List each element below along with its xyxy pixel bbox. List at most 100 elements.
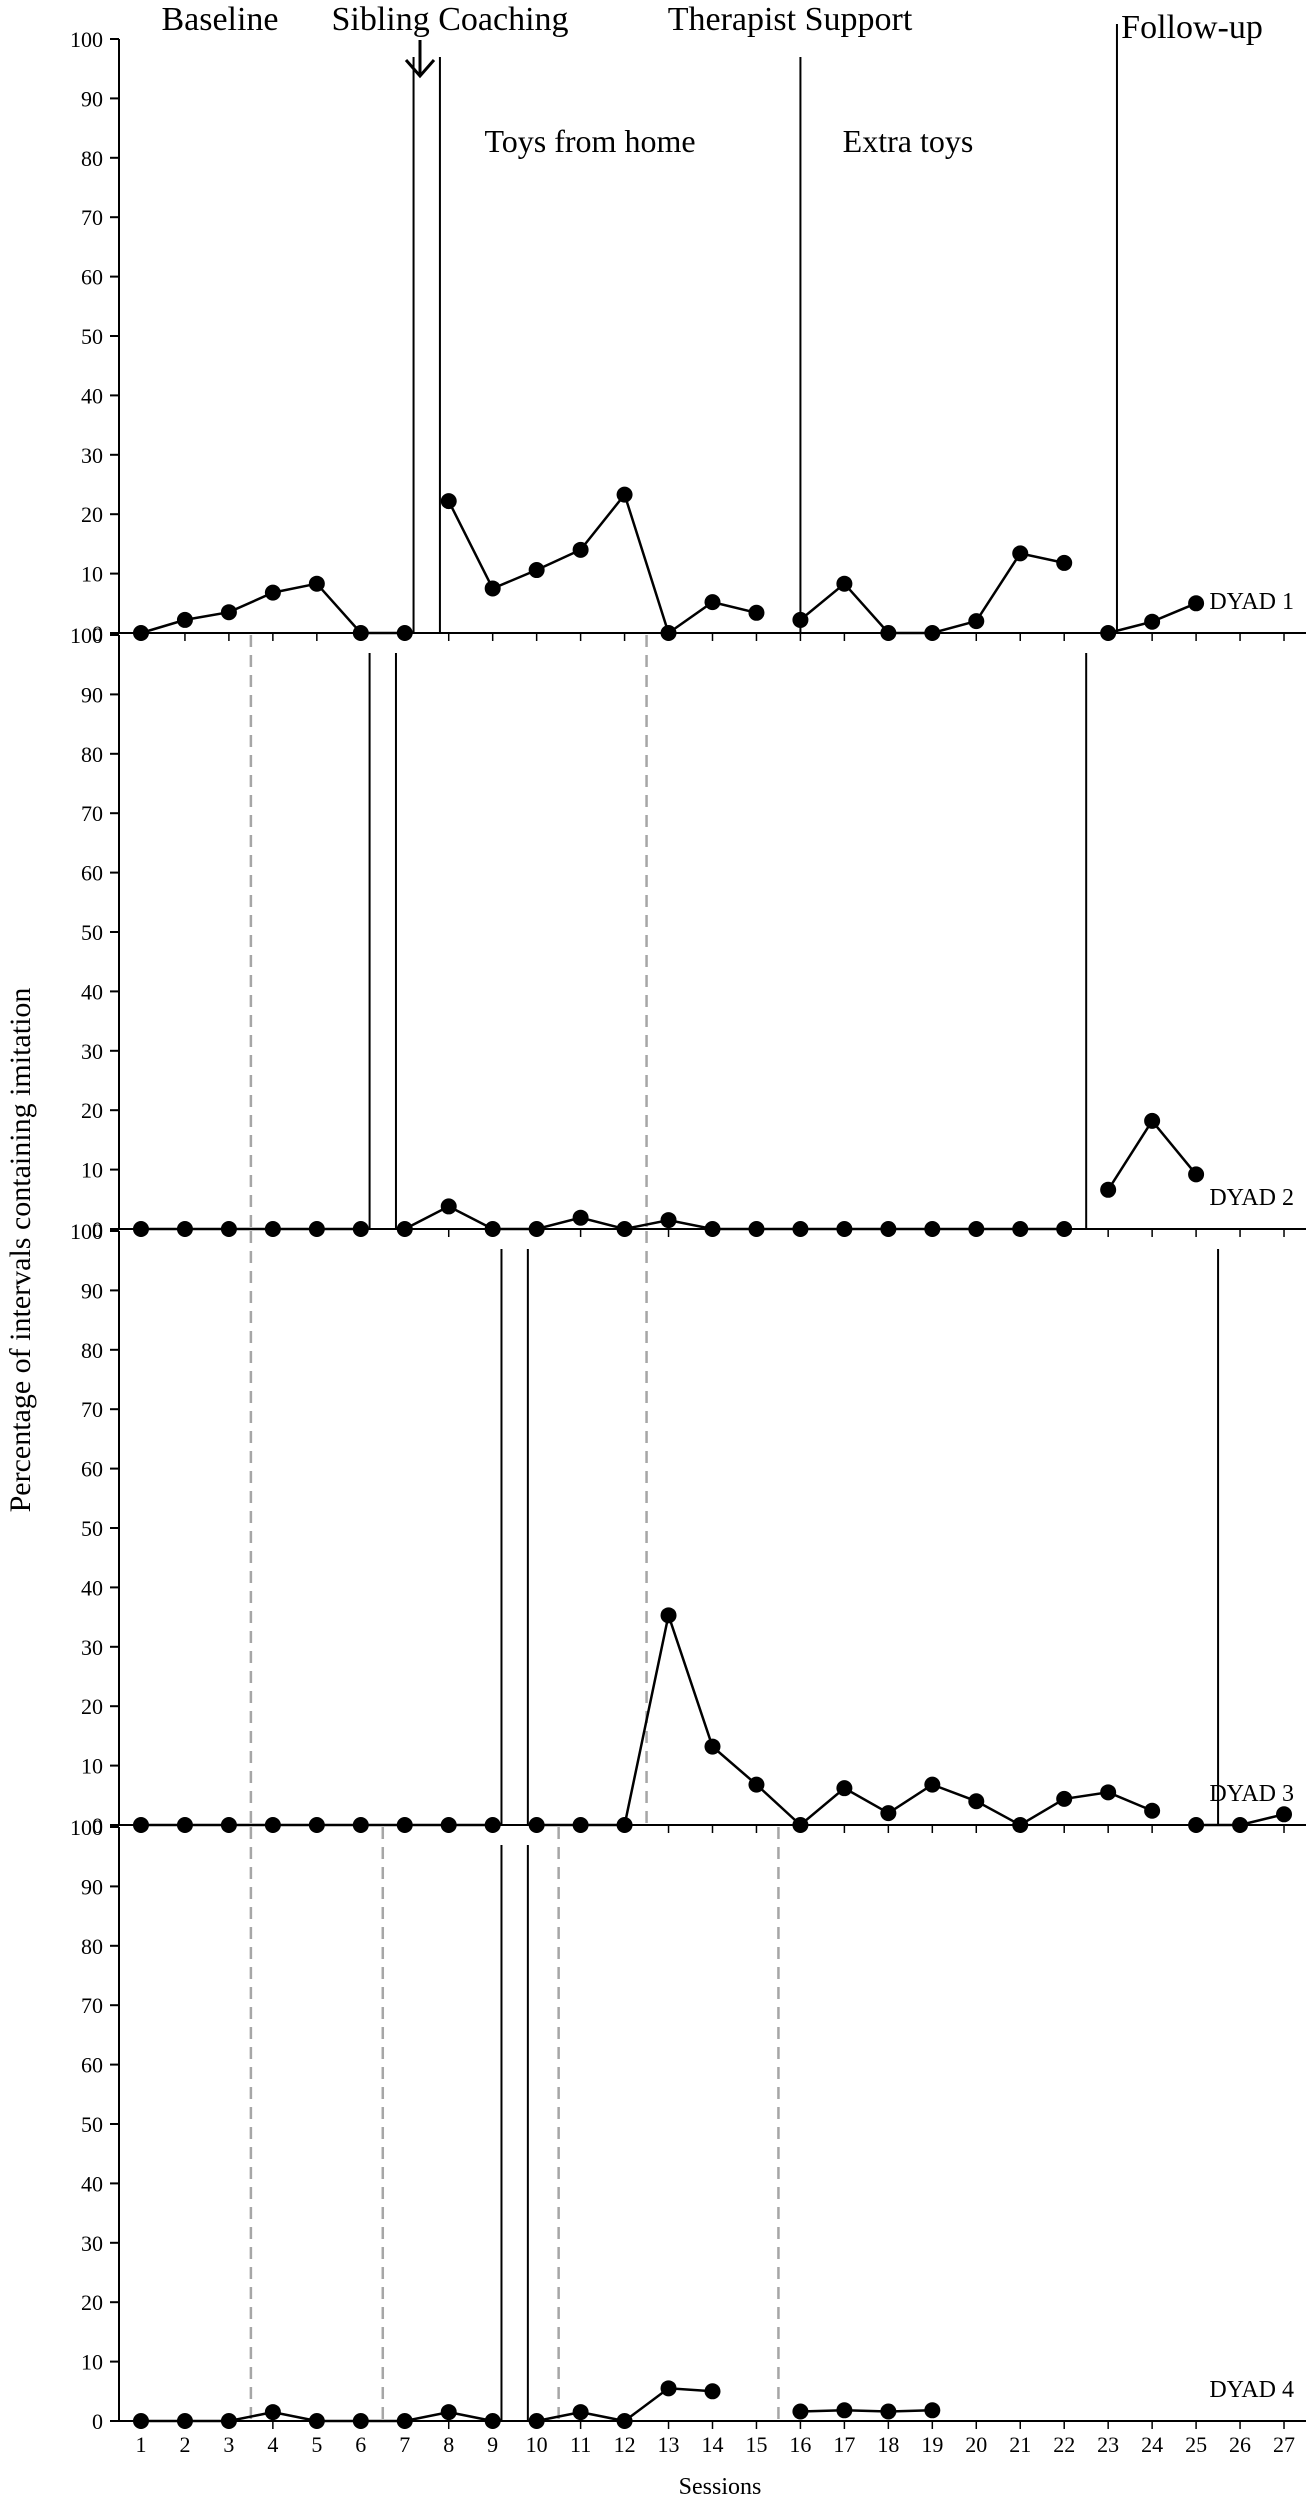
data-point (396, 625, 413, 641)
x-axis-label: Sessions (679, 2474, 762, 2500)
y-tick-label: 10 (81, 1158, 103, 1183)
phase-label-baseline: Baseline (161, 1, 278, 38)
y-tick-label: 10 (81, 562, 103, 587)
y-tick-label: 20 (81, 1098, 103, 1123)
panel-2: 0 10 20 30 40 50 60 70 80 90 100 DYAD 2 (70, 623, 1306, 1242)
data-point (484, 1817, 501, 1833)
y-tick-label: 60 (81, 265, 103, 290)
y-tick-label: 20 (81, 502, 103, 527)
y-tick-label: 0 (92, 1217, 103, 1242)
data-point (1232, 1817, 1249, 1833)
data-point (176, 611, 193, 628)
phase-label-sibling-coaching: Sibling Coaching (331, 1, 568, 38)
data-point (968, 1221, 985, 1237)
data-point (616, 2413, 633, 2429)
dyad-label: DYAD 1 (1209, 589, 1294, 615)
data-point (748, 1221, 765, 1237)
data-point (660, 1607, 677, 1624)
y-tick-label: 30 (81, 2231, 103, 2256)
x-tick-label: 1 (135, 2432, 146, 2457)
x-tick-label: 14 (702, 2432, 724, 2457)
y-tick-label: 100 (70, 1219, 103, 1244)
data-point (1276, 1806, 1293, 1823)
data-point (1056, 1790, 1073, 1807)
data-point (528, 2413, 545, 2429)
phase-label-therapist-support: Therapist Support (668, 1, 913, 38)
data-point (1012, 545, 1029, 562)
y-axis-label: Percentage of intervals containing imita… (4, 988, 37, 1513)
data-point (1188, 1166, 1205, 1183)
y-tick-label: 20 (81, 2290, 103, 2315)
data-point (132, 2413, 149, 2429)
y-tick-label: 70 (81, 1993, 103, 2018)
sub-phase-label-extra-toys: Extra toys (843, 123, 974, 159)
data-point (660, 1212, 677, 1229)
data-point (704, 1221, 721, 1237)
y-tick-label: 40 (81, 2171, 103, 2196)
data-point (836, 2402, 853, 2419)
data-point (308, 575, 325, 592)
y-tick-label: 90 (81, 1278, 103, 1303)
data-point (396, 1817, 413, 1833)
data-point (528, 1221, 545, 1237)
series-line (447, 491, 757, 636)
data-point (924, 1776, 941, 1793)
y-tick-label: 100 (70, 27, 103, 52)
data-point (792, 1817, 809, 1833)
x-tick-label: 13 (658, 2432, 680, 2457)
data-point (968, 1793, 985, 1810)
y-tick-label: 40 (81, 1575, 103, 1600)
data-point (792, 1221, 809, 1237)
dyad-label: DYAD 3 (1209, 1781, 1294, 1807)
data-point (924, 1221, 941, 1237)
dyad-label: DYAD 4 (1209, 2377, 1294, 2403)
data-point (176, 1221, 193, 1237)
x-tick-label: 17 (833, 2432, 855, 2457)
x-tick-label: 3 (223, 2432, 234, 2457)
x-tick-label: 6 (355, 2432, 366, 2457)
data-point (440, 493, 457, 510)
data-point (484, 1221, 501, 1237)
data-point (616, 486, 633, 503)
data-point (748, 1776, 765, 1793)
data-point (308, 1221, 325, 1237)
y-tick-label: 70 (81, 1397, 103, 1422)
y-tick-label: 20 (81, 1694, 103, 1719)
series-line (800, 2409, 933, 2413)
y-tick-label: 40 (81, 979, 103, 1004)
x-tick-label: 11 (570, 2432, 591, 2457)
x-tick-label: 19 (921, 2432, 943, 2457)
data-point (704, 2383, 721, 2400)
data-point (220, 1221, 237, 1237)
y-tick-label: 70 (81, 205, 103, 230)
data-point (616, 1221, 633, 1237)
data-point (704, 594, 721, 611)
y-tick-label: 70 (81, 801, 103, 826)
y-tick-label: 50 (81, 1516, 103, 1541)
data-point (1012, 1817, 1029, 1833)
y-tick-label: 90 (81, 682, 103, 707)
data-point (792, 611, 809, 628)
y-tick-label: 100 (70, 623, 103, 648)
data-point (748, 604, 765, 621)
y-tick-label: 30 (81, 1039, 103, 1064)
y-tick-label: 90 (81, 1874, 103, 1899)
data-point (616, 1817, 633, 1833)
data-point (132, 1221, 149, 1237)
data-point (352, 625, 369, 641)
sub-phase-label-toys-from-home: Toys from home (484, 123, 695, 159)
data-point (264, 2404, 281, 2421)
sibling-coaching-arrow-icon (404, 40, 436, 79)
x-tick-label: 10 (526, 2432, 548, 2457)
data-point (1100, 625, 1117, 641)
y-tick-label: 50 (81, 2112, 103, 2137)
y-tick-label: 30 (81, 443, 103, 468)
x-tick-label: 21 (1009, 2432, 1031, 2457)
x-tick-label: 2 (179, 2432, 190, 2457)
data-point (264, 1221, 281, 1237)
data-point (220, 2413, 237, 2429)
x-tick-label: 26 (1229, 2432, 1251, 2457)
y-tick-label: 80 (81, 146, 103, 171)
data-point (352, 1817, 369, 1833)
